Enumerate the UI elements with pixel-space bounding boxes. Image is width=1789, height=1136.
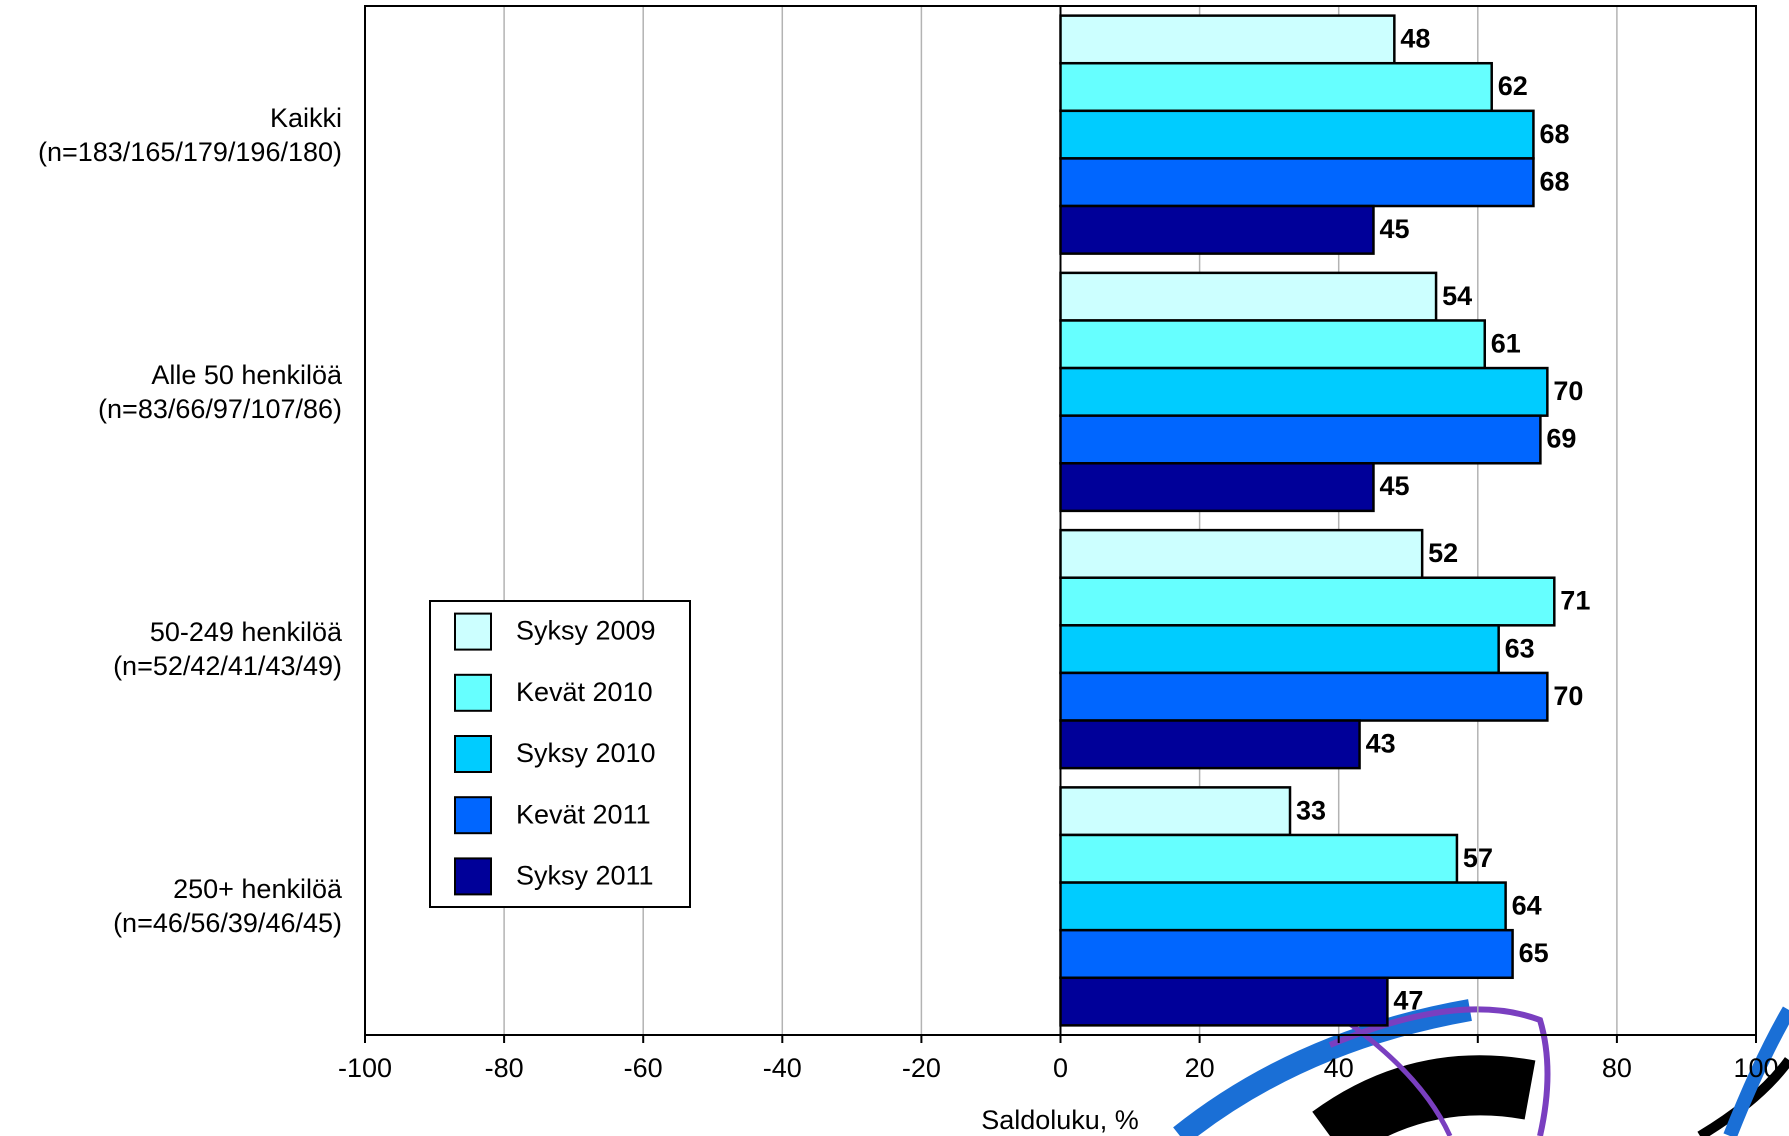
y-tick-label: Kaikki (n=183/165/179/196/180) (37, 102, 342, 167)
data-label: 33 (1296, 795, 1326, 825)
x-tick-label: 40 (1324, 1053, 1354, 1083)
y-tick-label: 250+ henkilöä (n=46/56/39/46/45) (113, 874, 342, 939)
data-label: 52 (1428, 538, 1458, 568)
data-label: 64 (1512, 891, 1542, 921)
bar (1059, 157, 1535, 208)
bar (1059, 61, 1493, 113)
bar (1059, 881, 1507, 932)
x-axis-label: Saldoluku, % (981, 1105, 1139, 1135)
swoosh (1328, 1006, 1551, 1136)
data-label: 69 (1546, 424, 1576, 454)
data-label: 68 (1539, 166, 1569, 196)
x-tick-label: 80 (1602, 1053, 1632, 1083)
bar (1059, 319, 1487, 370)
x-tick-label: -60 (624, 1053, 663, 1083)
legend-label: Syksy 2011 (516, 861, 654, 891)
bar (1059, 414, 1542, 465)
legend-label: Kevät 2010 (516, 677, 653, 707)
data-label: 48 (1400, 24, 1430, 54)
x-tick-label: -80 (485, 1053, 524, 1083)
legend-label: Syksy 2010 (516, 738, 656, 768)
swoosh (1723, 1006, 1789, 1136)
y-tick-label: 50-249 henkilöä (n=52/42/41/43/49) (113, 617, 342, 682)
bar (1059, 786, 1292, 837)
legend-label: Syksy 2009 (516, 616, 656, 646)
data-label: 57 (1463, 843, 1493, 873)
legend-swatch (454, 857, 492, 896)
data-label: 54 (1442, 281, 1472, 311)
bar (1059, 976, 1389, 1027)
swoosh (1173, 999, 1472, 1136)
y-tick-label: Alle 50 henkilöä (n=83/66/97/107/86) (98, 359, 342, 424)
data-label: 45 (1379, 471, 1409, 501)
x-tick-label: -100 (338, 1053, 392, 1083)
data-label: 47 (1393, 986, 1423, 1016)
data-label: 70 (1553, 681, 1583, 711)
decoration (1173, 999, 1789, 1136)
bar (1059, 366, 1549, 417)
bar (1059, 576, 1556, 627)
bar (1059, 833, 1459, 884)
bar (1059, 928, 1514, 980)
bar (1059, 271, 1438, 322)
data-label: 62 (1498, 71, 1528, 101)
x-tick-label: 0 (1053, 1053, 1068, 1083)
swoosh (1312, 1055, 1536, 1136)
x-tick-label: 100 (1733, 1053, 1778, 1083)
data-label: 63 (1505, 633, 1535, 663)
x-tick-label: 60 (1463, 1053, 1493, 1083)
x-tick-label: -20 (902, 1053, 941, 1083)
legend-swatch (454, 735, 492, 773)
legend-swatch (454, 673, 492, 712)
data-label: 71 (1560, 586, 1590, 616)
x-tick-label: 20 (1185, 1053, 1215, 1083)
bar (1059, 671, 1549, 722)
data-label: 61 (1491, 328, 1521, 358)
data-label: 65 (1519, 938, 1549, 968)
bar (1059, 528, 1424, 579)
bar (1059, 719, 1361, 770)
legend-swatch (454, 612, 492, 651)
legend-label: Kevät 2011 (516, 799, 651, 829)
x-tick-label: -40 (763, 1053, 802, 1083)
bar (1059, 14, 1396, 65)
data-label: 70 (1553, 376, 1583, 406)
legend-swatch (454, 796, 492, 835)
data-label: 43 (1366, 728, 1396, 758)
data-label: 45 (1379, 214, 1409, 244)
bar (1059, 624, 1500, 675)
bar (1059, 204, 1375, 255)
bar (1059, 109, 1535, 160)
data-label: 68 (1539, 119, 1569, 149)
bar (1059, 462, 1375, 513)
